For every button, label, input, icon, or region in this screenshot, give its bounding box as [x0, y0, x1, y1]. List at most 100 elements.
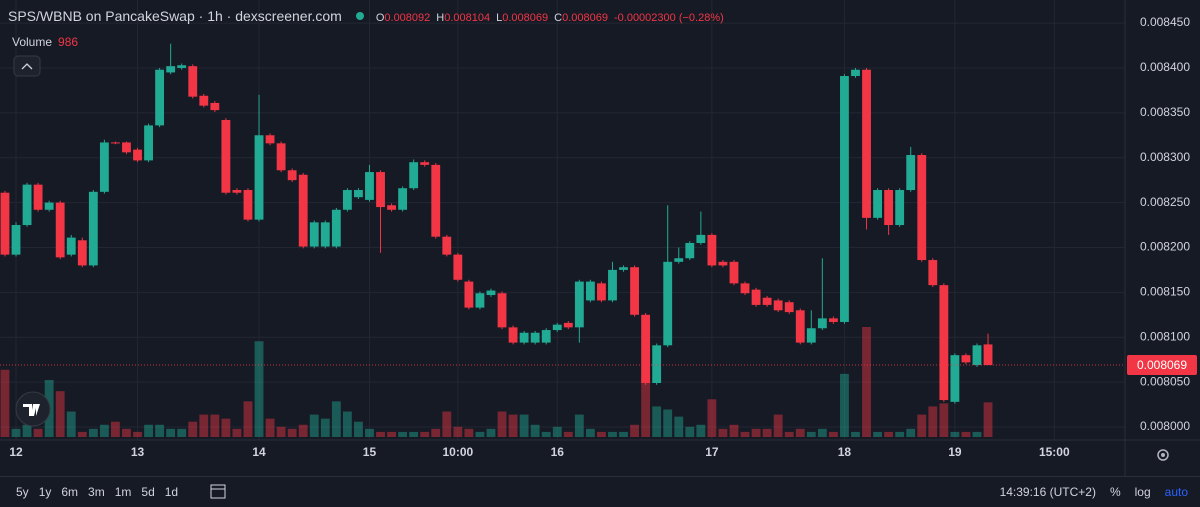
volume-bar — [740, 431, 750, 437]
candle-body — [828, 318, 838, 322]
candle-body — [453, 254, 463, 280]
last-price-tag — [1127, 355, 1197, 376]
period-button[interactable]: 1m — [114, 485, 132, 499]
volume-bar — [111, 421, 120, 437]
candle-body — [851, 69, 860, 77]
ohlc-value: 0.008092 — [384, 12, 431, 24]
candle-body — [144, 125, 153, 161]
volume-bar — [287, 428, 297, 437]
toggle[interactable]: log — [1134, 485, 1151, 499]
volume-bar — [88, 428, 98, 437]
candle-body — [950, 355, 960, 402]
period-button[interactable]: 5y — [16, 485, 29, 499]
candle-body — [199, 95, 209, 106]
x-tick-label: 19 — [948, 445, 962, 459]
volume-bar — [486, 428, 496, 437]
volume-bar — [298, 424, 308, 437]
candle-body — [552, 324, 562, 331]
x-tick-label: 17 — [705, 445, 719, 459]
calendar-icon[interactable] — [208, 481, 228, 501]
y-tick-label: 0.008250 — [1140, 195, 1190, 209]
status-dot — [355, 12, 364, 20]
candle-body — [420, 162, 430, 165]
last-price-label: 0.008069 — [1137, 358, 1187, 372]
volume-bar — [387, 431, 396, 437]
toggle[interactable]: % — [1109, 485, 1121, 499]
y-tick-label: 0.008050 — [1140, 374, 1190, 388]
candle-body — [254, 135, 264, 220]
volume-bar — [11, 428, 21, 437]
settings-icon[interactable] — [1157, 449, 1169, 461]
chart: 0.008000 0.008050 0.008100 0.008150 0.008200… — [0, 0, 1200, 476]
volume-bar — [619, 431, 628, 437]
ohlc: O0.008092 H0.008104 L0.008069 C0.008069 -0.0… — [376, 8, 730, 24]
candle-body — [265, 135, 275, 144]
candle-body — [387, 205, 396, 210]
volume-bar — [530, 424, 540, 437]
candle-body — [409, 162, 419, 189]
candle-body — [99, 142, 109, 192]
volume-bar — [917, 414, 927, 437]
volume-bar — [950, 431, 960, 437]
candle-body — [817, 318, 827, 329]
candle-body — [22, 184, 32, 226]
candle-body — [166, 66, 176, 73]
x-tick-label: 14 — [252, 445, 266, 459]
candle-body — [77, 240, 87, 266]
period-button[interactable]: 1d — [164, 485, 179, 499]
volume-bar — [696, 424, 706, 437]
volume-bar — [685, 426, 695, 437]
period-button[interactable]: 1y — [38, 485, 52, 499]
candle-body — [574, 281, 584, 328]
candle-body — [563, 322, 573, 328]
x-tick-label: 12 — [9, 445, 23, 459]
collapse-button[interactable] — [13, 55, 41, 77]
volume-bar — [751, 428, 761, 437]
y-tick-label: 0.008350 — [1140, 105, 1190, 119]
toggle[interactable]: auto — [1164, 485, 1188, 499]
candle-body — [840, 76, 849, 322]
y-tick-label: 0.008300 — [1140, 150, 1190, 164]
candle-body — [928, 260, 938, 286]
volume-bar — [166, 428, 176, 437]
candle-body — [674, 258, 684, 262]
volume-bar — [563, 431, 573, 437]
candle-body — [365, 172, 374, 200]
candle-body — [663, 261, 673, 346]
ohlc-key: C — [554, 12, 563, 24]
candle-body — [972, 345, 982, 366]
volume-bar — [99, 424, 109, 437]
header: SPS/WBNB on PancakeSwap · 1h · dexscreen… — [8, 8, 730, 24]
volume-bar — [309, 414, 319, 437]
candle-body — [188, 66, 198, 97]
volume-bar — [431, 428, 441, 437]
x-tick-label: 15 — [363, 445, 377, 459]
candle-body — [939, 285, 949, 401]
volume-bar — [199, 414, 209, 437]
y-tick-label: 0.008400 — [1140, 60, 1190, 74]
period-button[interactable]: 5d — [141, 485, 155, 499]
x-tick-label: 15:00 — [1039, 445, 1070, 459]
volume-bar — [188, 421, 198, 437]
volume-bar — [729, 424, 739, 437]
volume-bar — [177, 428, 187, 437]
volume-bar — [66, 411, 76, 437]
y-tick-label: 0.008200 — [1140, 240, 1190, 254]
volume-bar — [707, 399, 717, 437]
volume-bar — [983, 402, 993, 437]
candle-body — [44, 202, 54, 210]
volume-bar — [0, 369, 10, 437]
candle-body — [751, 289, 761, 305]
logo-mark — [23, 404, 40, 416]
period-button[interactable]: 6m — [61, 485, 79, 499]
volume-bar — [895, 431, 905, 437]
candle-body — [541, 330, 551, 343]
volume-bar — [55, 391, 65, 437]
candle-body — [707, 234, 717, 266]
x-tick-label: 18 — [838, 445, 852, 459]
ohlc-key: H — [436, 12, 445, 24]
volume-legend: Volume 986 — [12, 35, 84, 49]
volume-bar — [862, 327, 871, 437]
candle-body — [111, 142, 120, 144]
period-button[interactable]: 3m — [88, 485, 105, 499]
